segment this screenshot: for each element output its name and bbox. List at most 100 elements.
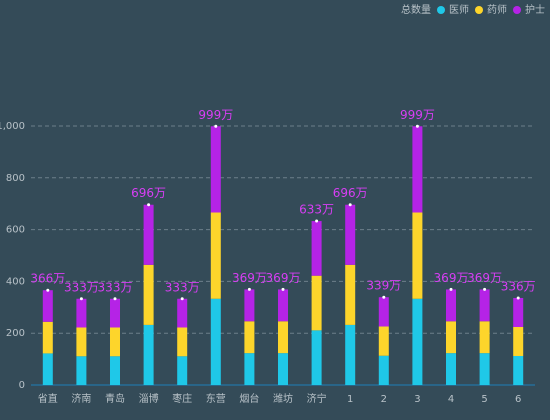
total-label: 633万 [299,203,334,217]
bar-segment [378,355,389,385]
bar-segment [479,321,490,354]
bar-segment [278,289,288,322]
total-label: 333万 [64,280,99,294]
x-tick-label: 东营 [206,392,226,405]
bar-segment [311,275,322,331]
bar-segment [143,324,154,385]
bar-segment [110,298,120,328]
total-marker [382,295,386,299]
total-marker [46,288,50,292]
bar-segment [311,330,322,385]
legend-label[interactable]: 医师 [449,3,469,16]
bar-segment [210,298,221,385]
bar-segment [412,298,423,385]
total-label: 366万 [30,272,65,286]
x-tick-label: 4 [448,394,454,405]
bar-segment [446,289,456,322]
bar-segment [513,326,524,356]
bar-segment [446,321,456,354]
y-tick-label: 600 [6,225,25,236]
bar-segment [479,353,490,385]
x-tick-label: 省直 [38,392,58,405]
total-label: 696万 [131,186,166,200]
total-label: 369万 [434,271,469,285]
total-label: 369万 [266,271,301,285]
y-tick-label: 1,000 [0,121,25,132]
bar-segment [76,327,87,357]
legend-label[interactable]: 药师 [487,3,507,16]
total-marker [315,219,319,223]
legend-marker[interactable] [475,6,483,14]
x-tick-label: 济南 [71,392,91,405]
bar-segment [177,298,188,328]
bar-segment [76,356,87,385]
bar-segment [345,264,356,325]
total-marker [348,203,352,207]
total-marker [483,287,487,291]
total-marker [79,297,83,301]
x-tick-label: 济宁 [307,392,327,405]
bar-segment [42,353,53,385]
total-marker [147,203,151,207]
bar-segment [446,353,456,385]
x-tick-label: 烟台 [239,392,259,405]
x-tick-label: 2 [381,394,387,405]
x-tick-label: 1 [347,394,353,405]
total-marker [516,296,520,300]
x-tick-label: 5 [481,394,487,405]
bar-segment [278,321,288,354]
bar-segment [412,212,423,299]
legend-marker[interactable] [513,6,521,14]
x-tick-label: 6 [515,394,521,405]
bar-segment [143,204,154,265]
total-marker [415,124,419,128]
x-tick-label: 枣庄 [172,392,192,405]
total-label: 336万 [501,279,536,293]
total-label: 333万 [165,280,200,294]
bar-segment [244,353,255,385]
bar-segment [513,355,524,385]
total-label: 339万 [366,279,401,293]
total-label: 999万 [400,108,435,122]
legend-label[interactable]: 护士 [525,3,545,16]
bar-segment [143,264,154,325]
bar-segment [110,356,120,385]
total-label: 369万 [232,271,267,285]
bar-segment [244,321,255,354]
total-label: 696万 [333,186,368,200]
y-tick-label: 800 [6,173,25,184]
bar-segment [177,356,188,385]
bar-segment [378,297,389,327]
bar-segment [244,289,255,322]
bar-segment [110,327,120,357]
bar-segment [479,289,490,322]
x-tick-label: 青岛 [105,392,125,405]
bar-segment [177,327,188,357]
total-label: 369万 [467,271,502,285]
bar-segment [513,297,524,327]
x-tick-label: 淄博 [139,392,159,405]
bar-segment [345,324,356,385]
bar-segment [378,326,389,356]
bar-segment [210,126,221,213]
bar-segment [42,290,53,322]
total-marker [449,287,453,291]
legend-label[interactable]: 总数量 [401,3,431,16]
total-label: 999万 [198,108,233,122]
bar-segment [76,298,87,328]
total-marker [180,297,184,301]
bar-segment [210,212,221,299]
bar-segment [42,321,53,354]
bar-segment [412,126,423,213]
y-tick-label: 200 [6,328,25,339]
legend-marker[interactable] [437,6,445,14]
total-marker [281,287,285,291]
total-marker [113,297,117,301]
total-marker [247,287,251,291]
x-tick-label: 潍坊 [273,392,293,405]
y-tick-label: 400 [6,276,25,287]
bar-segment [311,221,322,276]
x-tick-label: 3 [414,394,420,405]
y-tick-label: 0 [19,380,25,391]
